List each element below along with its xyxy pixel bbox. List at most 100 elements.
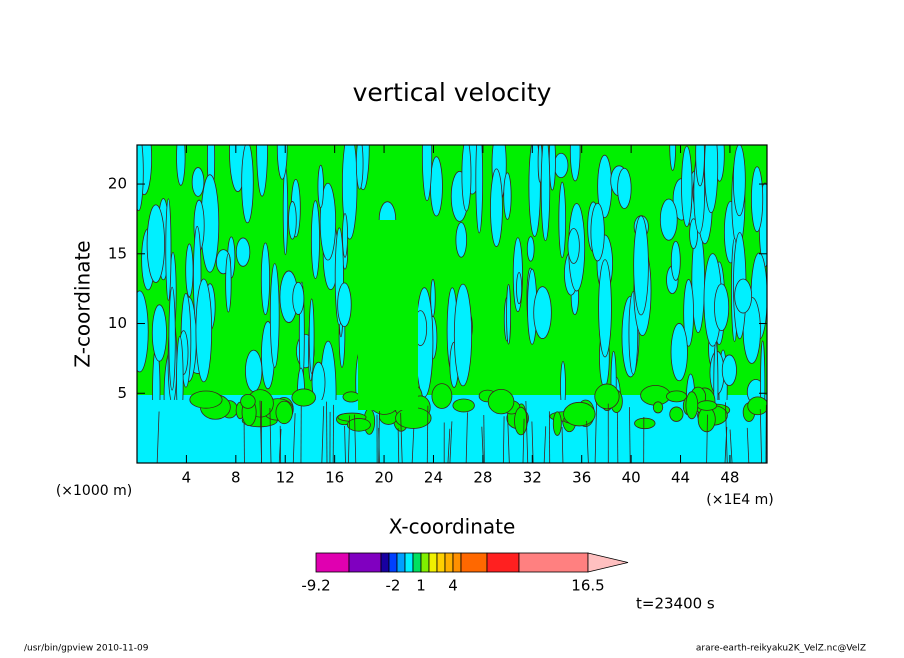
- contour-fill: [338, 283, 352, 327]
- contour-fill: [166, 199, 171, 301]
- x-tick-label: 8: [231, 469, 241, 487]
- contour-fill: [292, 389, 316, 406]
- x-tick-label: 28: [473, 469, 492, 487]
- contour-fill: [660, 199, 677, 240]
- x-tick-label: 32: [523, 469, 542, 487]
- contour-fill: [261, 243, 269, 315]
- y-tick-label: 15: [108, 244, 127, 262]
- contour-fill: [549, 131, 555, 190]
- contour-fill: [245, 350, 261, 391]
- colorbar-box: [316, 553, 349, 572]
- x-unit-right: (×1E4 m): [706, 492, 773, 508]
- contour-field: [131, 96, 771, 463]
- contour-fill: [671, 241, 680, 280]
- x-tick-label: 44: [671, 469, 690, 487]
- colorbar-tick-label: -9.2: [301, 577, 330, 595]
- colorbar-box: [389, 553, 397, 572]
- contour-fill: [293, 282, 304, 314]
- contour-fill: [559, 182, 566, 257]
- contour-fill: [147, 205, 164, 283]
- contour-fill: [751, 167, 762, 232]
- colorbar-box: [445, 553, 453, 572]
- x-tick-label: 24: [424, 469, 443, 487]
- contour-fill: [671, 323, 687, 380]
- contour-fill: [276, 401, 292, 424]
- contour-fill: [430, 157, 442, 216]
- colorbar-box: [461, 553, 487, 572]
- contour-fill: [666, 391, 686, 402]
- colorbar-box: [453, 553, 461, 572]
- colorbar-box: [429, 553, 437, 572]
- contour-fill: [311, 201, 319, 279]
- contour-fill: [190, 391, 222, 408]
- contour-fill: [735, 279, 752, 313]
- colorbar-extend: [588, 553, 628, 572]
- contour-fill: [595, 384, 619, 409]
- contour-fill: [733, 145, 745, 216]
- contour-fill: [618, 168, 632, 208]
- colorbar-box: [487, 553, 519, 572]
- footer-right: arare-earth-reikyaku2K_VelZ.nc@VelZ: [696, 644, 866, 654]
- contour-fill: [634, 216, 649, 315]
- colorbar-box: [381, 553, 389, 572]
- x-tick-label: 48: [720, 469, 739, 487]
- contour-fill: [342, 213, 347, 257]
- contour-fill: [257, 96, 268, 197]
- chart-title: vertical velocity: [353, 78, 552, 107]
- colorbar-box: [405, 553, 413, 572]
- footer-left: /usr/bin/gpview 2010-11-09: [24, 644, 149, 654]
- contour-fill: [177, 129, 186, 185]
- x-tick-label: 16: [325, 469, 344, 487]
- contour-fill: [507, 284, 511, 344]
- contour-fill: [714, 284, 728, 331]
- contour-fill: [454, 284, 471, 386]
- colorbar-box: [413, 553, 421, 572]
- contour-fill: [599, 260, 612, 357]
- x-tick-label: 4: [182, 469, 192, 487]
- contour-fill: [242, 142, 254, 222]
- contour-fill: [488, 389, 514, 413]
- colorbar-box: [349, 553, 381, 572]
- contour-line: [617, 413, 618, 463]
- contour-fill: [422, 110, 431, 201]
- colorbar-box: [421, 553, 429, 572]
- contour-fill: [696, 122, 705, 186]
- contour-fill: [186, 244, 193, 297]
- contour-fill: [515, 407, 528, 435]
- colorbar-tick-label: -2: [386, 577, 401, 595]
- contour-fill: [568, 228, 579, 263]
- x-axis-label: X-coordinate: [389, 515, 516, 539]
- contour-fill: [517, 273, 522, 304]
- colorbar-tick-label: 1: [416, 577, 426, 595]
- contour-fill: [722, 355, 736, 386]
- contour-fill: [169, 287, 175, 390]
- contour-fill: [462, 139, 471, 212]
- x-tick-label: 12: [276, 469, 295, 487]
- y-tick-label: 10: [108, 314, 127, 332]
- contour-fill: [591, 203, 604, 261]
- contour-fill: [490, 169, 502, 247]
- contour-fill: [456, 223, 467, 258]
- contour-fill: [318, 165, 324, 207]
- contour-fill: [553, 412, 561, 436]
- colorbar-box: [397, 553, 405, 572]
- time-label: t=23400 s: [636, 595, 715, 613]
- contour-fill: [686, 392, 698, 419]
- x-tick-label: 20: [375, 469, 394, 487]
- contour-fill: [534, 287, 552, 339]
- contour-fill: [682, 146, 693, 226]
- contour-fill: [670, 121, 676, 170]
- contour-fill: [653, 402, 662, 413]
- contour-fill: [670, 407, 683, 421]
- contour-fill: [504, 173, 511, 220]
- contour-fill: [309, 299, 314, 373]
- contour-fill: [554, 153, 568, 177]
- y-tick-label: 5: [117, 384, 127, 402]
- contour-line: [484, 415, 485, 463]
- contour-fill: [347, 418, 370, 431]
- x-tick-label: 40: [622, 469, 641, 487]
- y-axis-label: Z-coordinate: [71, 240, 95, 367]
- contour-fill: [289, 201, 297, 239]
- contour-fill: [476, 126, 483, 233]
